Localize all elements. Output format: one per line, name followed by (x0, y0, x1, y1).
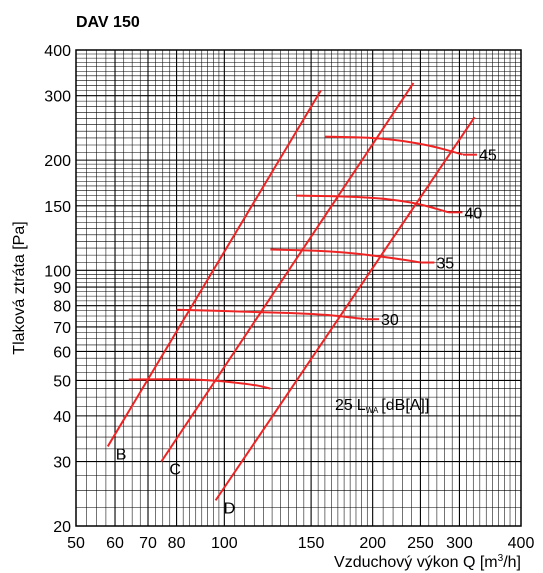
damper-label-C: C (169, 462, 181, 479)
noise-curve-25 (128, 378, 271, 390)
curve-labels: B C D 30 35 40 45 (116, 148, 497, 518)
y-tick-label: 80 (53, 299, 71, 316)
x-tick-label: 200 (359, 535, 386, 552)
y-tick-label: 70 (53, 320, 71, 337)
noise-curve-30 (176, 308, 367, 321)
series-layer (106, 82, 477, 501)
legend-prefix: 25 (335, 397, 353, 414)
noise-label-30: 30 (381, 312, 399, 329)
y-tick-label: 60 (53, 344, 71, 361)
y-axis-label: Tlaková ztráta [Pa] (11, 221, 28, 354)
noise-curve-35 (270, 248, 422, 264)
y-tick-label: 150 (44, 199, 71, 216)
x-axis-label-sup: 3 (498, 553, 504, 564)
y-tick-label: 40 (53, 409, 71, 426)
x-tick-label: 300 (446, 535, 473, 552)
y-tick-label: 300 (44, 89, 71, 106)
plot-frame (75, 49, 522, 527)
noise-label-40: 40 (464, 205, 482, 222)
y-tick-label: 100 (44, 263, 71, 280)
legend-suffix: [dB[A]] (381, 397, 429, 414)
x-tick-label: 150 (298, 535, 325, 552)
noise-label-35: 35 (436, 256, 454, 273)
y-tick-label: 90 (53, 280, 71, 297)
chart-title: DAV 150 (76, 14, 140, 31)
damper-line-D (214, 116, 476, 501)
x-axis-label: Vzduchový výkon Q [m3/h] (334, 553, 521, 571)
legend-text: 25 LWA [dB[A]] (335, 397, 429, 415)
y-tick-label: 400 (44, 43, 71, 60)
y-tick-label: 30 (53, 455, 71, 472)
legend-main: L (357, 397, 366, 414)
x-tick-label: 250 (407, 535, 434, 552)
damper-line-B (106, 89, 322, 447)
y-tick-label: 50 (53, 373, 71, 390)
x-axis-label-main: Vzduchový výkon Q [m (334, 554, 498, 571)
x-tick-label: 50 (67, 535, 85, 552)
damper-label-D: D (224, 500, 236, 517)
x-tick-label: 400 (508, 535, 535, 552)
x-tick-label: 80 (168, 535, 186, 552)
x-axis-ticks: 50 60 70 80 100 150 200 250 300 400 (67, 535, 534, 552)
noise-curve-40 (296, 194, 449, 214)
x-tick-label: 70 (139, 535, 157, 552)
grid (76, 50, 521, 526)
x-tick-label: 100 (211, 535, 238, 552)
legend-sub: WA (366, 406, 379, 415)
noise-curve-45 (324, 135, 464, 156)
y-tick-label: 200 (44, 153, 71, 170)
damper-label-B: B (116, 446, 127, 463)
y-tick-label: 20 (53, 519, 71, 536)
noise-label-45: 45 (479, 148, 497, 165)
x-tick-label: 60 (106, 535, 124, 552)
x-axis-label-tail: /h] (503, 554, 521, 571)
damper-line-C (160, 82, 415, 463)
